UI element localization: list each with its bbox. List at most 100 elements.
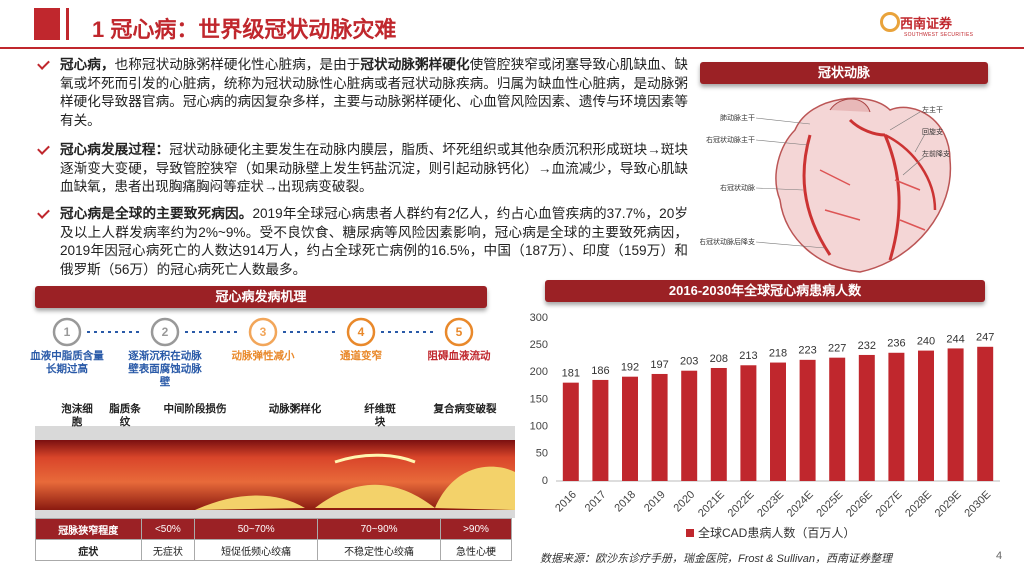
- x-tick-label: 2017: [583, 489, 609, 515]
- x-tick-label: 2030E: [962, 489, 993, 520]
- check-icon: [37, 206, 50, 219]
- header-mark: [66, 8, 69, 40]
- heart-label: 右冠状动脉后降支: [700, 237, 755, 246]
- logo-text: 西南证券: [900, 16, 953, 31]
- table-cell: 短促低频心绞痛: [194, 539, 319, 561]
- text-segment: 冠状动脉粥样硬化: [360, 57, 470, 72]
- heart-label: 右冠状动脉: [720, 183, 755, 192]
- value-label: 208: [710, 353, 728, 365]
- stage-label: 动脉粥样化: [268, 403, 322, 415]
- text-segment: 2019年全球冠心病患者人群约有2亿人，约占心血管疾病的37.7%，20岁及以上…: [60, 206, 688, 277]
- table-cell: 70~90%: [317, 518, 442, 540]
- value-label: 203: [680, 356, 698, 368]
- table-row: 冠脉狭窄程度 <50% 50~70% 70~90% >90%: [35, 518, 512, 540]
- value-label: 227: [828, 343, 846, 355]
- value-label: 232: [858, 340, 876, 352]
- bullet-text: 冠心病发展过程：冠状动脉硬化主要发生在动脉内膜层，脂质、坏死组织或其他杂质沉积形…: [60, 141, 688, 197]
- value-label: 240: [917, 336, 935, 348]
- step-text: 动脉弹性减小: [231, 350, 295, 362]
- value-label: 223: [798, 345, 816, 357]
- logo-icon: [880, 12, 900, 32]
- step-number: 1: [64, 325, 71, 339]
- bar: [740, 365, 757, 481]
- step-number: 5: [456, 325, 463, 339]
- x-tick-label: 2023E: [755, 489, 786, 520]
- table-cell: <50%: [140, 518, 196, 540]
- value-label: 247: [976, 332, 994, 344]
- text-segment: 冠心病，: [60, 57, 115, 72]
- table-cell: 急性心梗: [440, 539, 512, 561]
- x-tick-label: 2024E: [785, 489, 816, 520]
- table-cell: 冠脉狭窄程度: [35, 518, 142, 540]
- value-label: 213: [739, 350, 757, 362]
- bar: [592, 379, 609, 481]
- x-tick-label: 2018: [612, 489, 638, 515]
- x-tick-label: 2026E: [844, 489, 875, 520]
- text-segment: 冠心病发展过程：: [60, 142, 170, 157]
- bar: [888, 352, 905, 481]
- step-circle: [150, 317, 180, 347]
- heart-label: 左主干: [922, 105, 943, 114]
- stage-label: 复合病变破裂: [433, 403, 497, 415]
- step-text: 血液中脂质含量长期过高: [30, 350, 104, 375]
- step-text: 通道变窄: [340, 350, 382, 362]
- step-number: 4: [358, 325, 365, 339]
- bar: [977, 346, 994, 481]
- table-cell: 50~70%: [194, 518, 319, 540]
- check-icon: [37, 57, 50, 70]
- table-row: 症状 无症状 短促低频心绞痛 不稳定性心绞痛 急性心梗: [35, 539, 512, 561]
- value-label: 197: [650, 359, 668, 371]
- value-label: 186: [591, 365, 609, 377]
- bar: [710, 367, 727, 481]
- step-circle: [52, 317, 82, 347]
- y-tick-label: 250: [530, 339, 548, 351]
- stenosis-table: 冠脉狭窄程度 <50% 50~70% 70~90% >90% 症状 无症状 短促低频心绞痛 不稳…: [35, 518, 512, 561]
- panel-title: 冠状动脉: [700, 62, 988, 84]
- bar: [651, 373, 668, 481]
- table-cell: 不稳定性心绞痛: [317, 539, 442, 561]
- y-tick-label: 150: [530, 393, 548, 405]
- panel-title: 冠心病发病机理: [35, 286, 487, 308]
- bar: [622, 376, 638, 481]
- step-text: 逐渐沉积在动脉壁表面腐蚀动脉壁: [128, 350, 202, 388]
- header-line: [0, 47, 1024, 49]
- check-icon: [37, 142, 50, 155]
- bullet-text: 冠心病是全球的主要致死病因。2019年全球冠心病患者人群约有2亿人，约占心血管疾…: [60, 205, 688, 279]
- value-label: 244: [946, 333, 964, 345]
- bar: [829, 357, 846, 481]
- step-circle: [248, 317, 278, 347]
- heart-label: 回旋支: [922, 127, 943, 136]
- header-mark: [34, 8, 60, 40]
- heart-label: 右冠状动脉主干: [706, 135, 755, 144]
- bar: [858, 354, 875, 481]
- x-tick-label: 2027E: [874, 489, 905, 520]
- page-number: 4: [996, 550, 1003, 562]
- heart-label: 左前降支: [922, 149, 950, 158]
- step-text: 阻碍血液流动: [427, 350, 491, 362]
- table-cell: >90%: [440, 518, 512, 540]
- bar: [681, 370, 698, 481]
- y-tick-label: 0: [542, 475, 548, 487]
- x-tick-label: 2019: [642, 489, 668, 515]
- text-segment: 也称冠状动脉粥样硬化性心脏病，是由于: [114, 57, 361, 72]
- step-circle: [444, 317, 474, 347]
- y-tick-label: 200: [530, 366, 548, 378]
- bullet-text: 冠心病，也称冠状动脉粥样硬化性心脏病，是由于冠状动脉粥样硬化使管腔狭窄或闭塞导致…: [60, 56, 688, 130]
- value-label: 236: [887, 338, 905, 350]
- legend-swatch: [686, 529, 694, 537]
- mechanism-diagram: 1 2 3 4 5: [35, 317, 515, 518]
- table-cell: 无症状: [140, 539, 196, 561]
- y-tick-label: 50: [536, 448, 548, 460]
- text-segment: 使管腔狭窄或闭塞导致心肌缺血、缺氧或坏死而引发的心脏病，统称为冠状动脉性心脏病或…: [60, 57, 689, 128]
- text-segment: 冠心病是全球的主要致死病因。: [60, 206, 253, 221]
- x-tick-label: 2021E: [696, 489, 727, 520]
- value-label: 192: [621, 362, 639, 374]
- step-number: 3: [260, 325, 267, 339]
- stage-label: 纤维斑块: [364, 403, 396, 428]
- y-tick-label: 300: [530, 312, 548, 324]
- y-tick-label: 100: [530, 421, 548, 433]
- source-note: 数据来源：欧沙东诊疗手册，瑞金医院，Frost & Sullivan，西南证券整…: [540, 553, 893, 565]
- legend-label: 全球CAD患病人数（百万人）: [698, 525, 855, 540]
